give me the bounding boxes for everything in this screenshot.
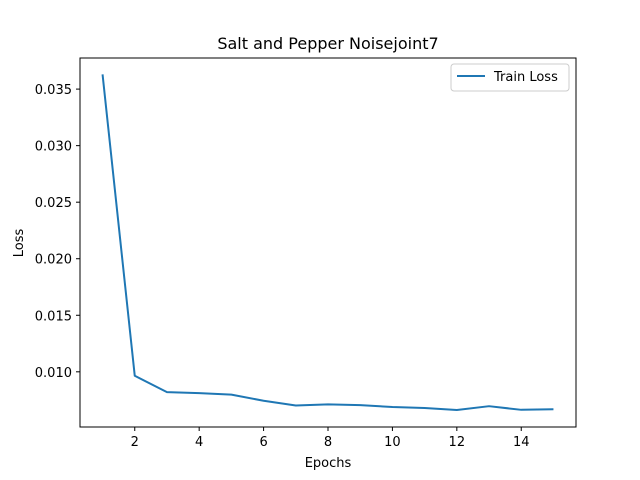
x-tick-label: 2 xyxy=(131,435,139,450)
y-tick-label: 0.025 xyxy=(35,196,72,211)
chart-title: Salt and Pepper Noisejoint7 xyxy=(217,34,438,53)
y-tick-label: 0.020 xyxy=(35,253,72,268)
legend-box xyxy=(450,63,570,92)
x-axis-label: Epochs xyxy=(305,456,352,471)
series-layer xyxy=(101,74,554,412)
legend: Train Loss xyxy=(450,63,570,92)
x-tick-label: 10 xyxy=(384,435,401,450)
y-axis: 0.010 0.015 0.020 0.025 0.030 0.035 xyxy=(35,83,80,381)
x-tick-label: 8 xyxy=(324,435,332,450)
y-tick-label: 0.035 xyxy=(35,83,72,98)
y-tick-label: 0.030 xyxy=(35,140,72,155)
x-tick-label: 12 xyxy=(449,435,466,450)
y-tick-label: 0.010 xyxy=(35,366,72,381)
y-axis-label: Loss xyxy=(12,229,27,258)
x-tick-label: 4 xyxy=(195,435,203,450)
legend-label: Train Loss xyxy=(493,70,558,85)
y-tick-label: 0.015 xyxy=(35,309,72,324)
series-line-train-loss xyxy=(101,74,554,412)
x-tick-label: 6 xyxy=(259,435,267,450)
plot-frame xyxy=(79,57,577,428)
x-axis: 2 4 6 8 10 12 14 xyxy=(131,427,530,450)
x-tick-label: 14 xyxy=(513,435,530,450)
